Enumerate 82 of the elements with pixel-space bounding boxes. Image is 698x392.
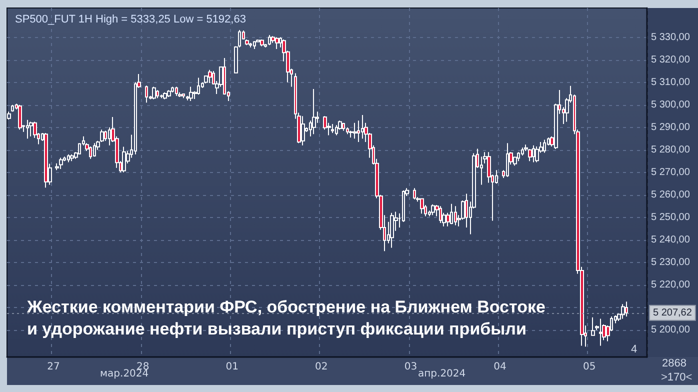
text: SP500_FUT 1H High = 5333,25 Low = 5192,63 bbox=[15, 14, 246, 26]
x-tick-label: 03 bbox=[404, 362, 418, 372]
candlestick bbox=[93, 142, 96, 158]
candlestick bbox=[599, 318, 602, 346]
annotation: 4 bbox=[631, 344, 638, 356]
x-tick-label: 01 bbox=[226, 362, 238, 372]
candlestick bbox=[591, 316, 595, 336]
candlestick bbox=[528, 148, 532, 162]
candlestick bbox=[145, 85, 148, 104]
candlestick bbox=[450, 203, 453, 225]
candlestick bbox=[122, 146, 126, 173]
y-tick-label: 5 240,00 bbox=[651, 234, 690, 246]
candlestick bbox=[420, 198, 424, 214]
candlestick bbox=[517, 152, 520, 162]
candlestick bbox=[506, 142, 509, 178]
candlestick bbox=[163, 92, 167, 100]
candlestick bbox=[353, 122, 357, 140]
candlestick bbox=[11, 104, 14, 112]
candlestick bbox=[59, 157, 63, 170]
y-tick-label: 5 270,00 bbox=[651, 166, 690, 178]
candlestick bbox=[621, 304, 625, 320]
x-tick-label: 05 bbox=[582, 362, 596, 372]
x-tick-label: 04 bbox=[494, 362, 506, 372]
candlestick bbox=[439, 206, 442, 224]
candlestick bbox=[335, 124, 338, 136]
annotation: Жесткие комментарии ФРС, обострение на Ближнем Востоке и удорожание нефти вызвали приступ фиксации прибыли bbox=[26, 298, 546, 338]
x-tick-label: 02 bbox=[315, 362, 328, 372]
candlestick bbox=[275, 36, 279, 50]
candlestick bbox=[268, 34, 271, 46]
candlestick bbox=[346, 126, 349, 135]
candlestick bbox=[197, 77, 200, 96]
candlestick bbox=[7, 111, 11, 120]
ref-line-label: 5 207,62 bbox=[653, 307, 692, 318]
y-tick-label: 5 330,00 bbox=[651, 32, 690, 43]
candlestick bbox=[152, 86, 156, 100]
candlestick bbox=[535, 146, 539, 163]
candlestick bbox=[156, 90, 159, 99]
candlestick bbox=[18, 104, 22, 130]
candlestick bbox=[312, 88, 316, 135]
candlestick bbox=[44, 132, 48, 188]
candlestick bbox=[249, 42, 252, 48]
candlestick bbox=[301, 116, 305, 146]
y-tick-label: 5 320,00 bbox=[651, 54, 690, 66]
candlestick bbox=[260, 39, 264, 47]
y-tick-label: 5 260,00 bbox=[651, 189, 690, 200]
candlestick bbox=[253, 40, 256, 50]
candlestick bbox=[171, 86, 174, 93]
candlestick bbox=[454, 206, 457, 226]
candlestick bbox=[361, 114, 364, 140]
y-tick-label: 5 220,00 bbox=[651, 279, 690, 290]
candlestick bbox=[625, 301, 628, 317]
candlestick bbox=[29, 121, 33, 137]
x-tick-label: 27 bbox=[47, 362, 60, 372]
candlestick bbox=[390, 212, 394, 248]
y-tick-label: 5 280,00 bbox=[651, 144, 690, 156]
candlestick bbox=[245, 39, 249, 46]
candlestick bbox=[543, 139, 546, 154]
candlestick bbox=[532, 144, 535, 163]
y-tick-label: 5 200,00 bbox=[651, 324, 690, 336]
candlestick bbox=[342, 122, 345, 132]
text: 2868 bbox=[662, 358, 686, 370]
y-tick-label: 5 310,00 bbox=[651, 76, 690, 88]
y-tick-label: 5 290,00 bbox=[651, 122, 690, 133]
candlestick bbox=[331, 123, 334, 134]
candlestick bbox=[182, 93, 185, 99]
candlestick bbox=[70, 154, 74, 162]
text: апр.2024 bbox=[418, 368, 466, 380]
candlestick bbox=[208, 69, 212, 84]
candlestick bbox=[513, 156, 517, 166]
y-tick-label: 5 250,00 bbox=[651, 212, 690, 223]
y-tick-label: 5 230,00 bbox=[651, 256, 690, 268]
candlestick bbox=[431, 204, 435, 216]
candlestick bbox=[175, 86, 178, 96]
candlestick bbox=[413, 188, 416, 200]
candlestick bbox=[26, 119, 29, 140]
candlestick bbox=[189, 86, 193, 102]
candlestick bbox=[67, 154, 70, 163]
candlestick bbox=[167, 90, 171, 98]
candlestick bbox=[89, 146, 92, 160]
candlestick bbox=[104, 130, 107, 142]
y-tick-label: 5 300,00 bbox=[651, 99, 690, 110]
text: >170< bbox=[661, 372, 692, 384]
